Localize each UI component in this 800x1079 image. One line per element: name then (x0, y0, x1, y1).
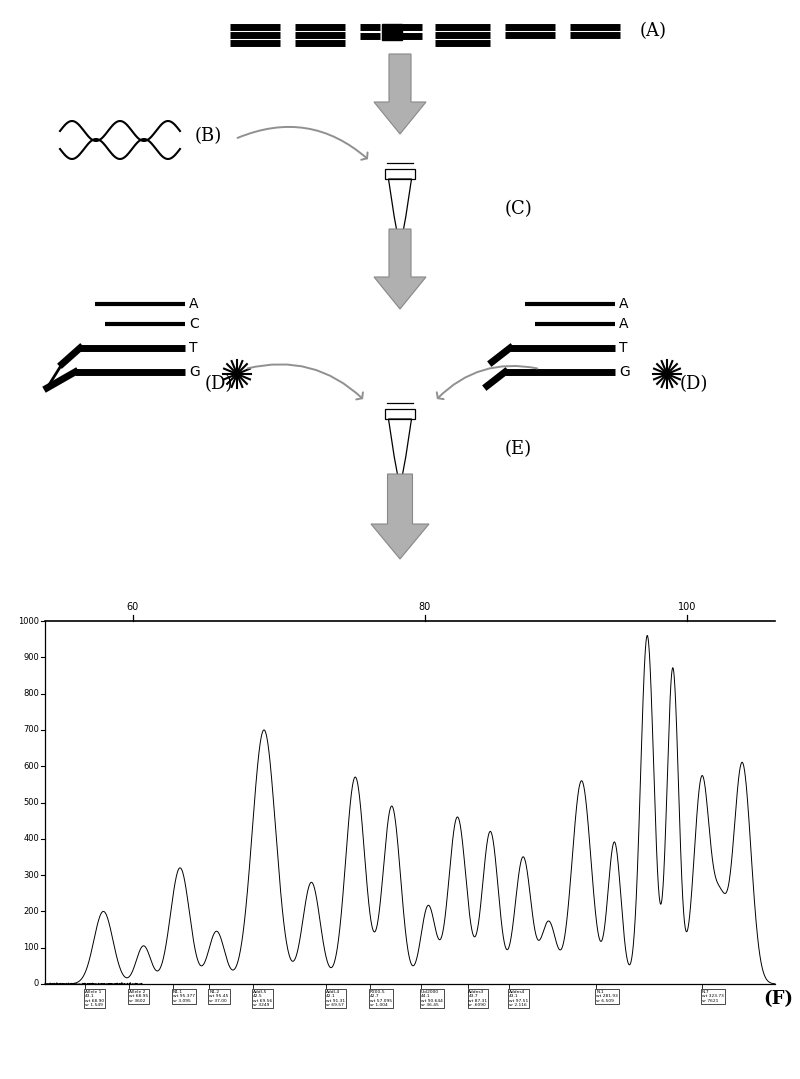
Text: Ubl2000
44.1
wt 90.644
sr 36.45: Ubl2000 44.1 wt 90.644 sr 36.45 (421, 991, 443, 1008)
Text: T: T (189, 341, 198, 355)
Text: 400: 400 (23, 834, 39, 844)
Text: Addl-5
42.5
wt 69.56
sr 3249: Addl-5 42.5 wt 69.56 sr 3249 (253, 991, 272, 1008)
Text: 0: 0 (34, 980, 39, 988)
Text: N-1
wt 281.93
sr 6.509: N-1 wt 281.93 sr 6.509 (596, 991, 618, 1002)
Text: Allele 1
43.1
wt 68.90
sr 1.549: Allele 1 43.1 wt 68.90 sr 1.549 (85, 991, 104, 1008)
Text: (A): (A) (640, 22, 667, 40)
Bar (382, 24, 402, 40)
Text: 200: 200 (23, 907, 39, 916)
Text: (B): (B) (195, 127, 222, 145)
Text: (D): (D) (680, 375, 708, 393)
Text: C: C (189, 317, 198, 331)
Text: A: A (619, 297, 629, 311)
Text: (F): (F) (763, 991, 793, 1008)
Text: N1.2
wt 95.45
sr 37.00: N1.2 wt 95.45 sr 37.00 (210, 991, 229, 1002)
Text: 900: 900 (23, 653, 39, 661)
Text: (E): (E) (505, 440, 532, 457)
Text: 1000: 1000 (18, 616, 39, 626)
Text: 500: 500 (23, 798, 39, 807)
Text: 100: 100 (678, 602, 697, 612)
Text: 700: 700 (23, 725, 39, 735)
FancyArrow shape (374, 54, 426, 134)
FancyArrow shape (371, 474, 429, 559)
Text: R200-5
42.7
wt 57.095
sr 1.004: R200-5 42.7 wt 57.095 sr 1.004 (370, 991, 392, 1008)
Text: 800: 800 (23, 689, 39, 698)
Text: Addns4
43.1
wt 97.51
sr 2.116: Addns4 43.1 wt 97.51 sr 2.116 (509, 991, 528, 1008)
Text: Addns3
43.7
wt 87.31
sr .6090: Addns3 43.7 wt 87.31 sr .6090 (469, 991, 487, 1008)
Text: Addl-4
42.1
wt 91.31
sr 69.57: Addl-4 42.1 wt 91.31 sr 69.57 (326, 991, 345, 1008)
Text: (D): (D) (205, 375, 234, 393)
FancyArrow shape (374, 229, 426, 309)
Text: 300: 300 (23, 871, 39, 879)
Text: N1.1
wt 95.377
sr 3.095: N1.1 wt 95.377 sr 3.095 (173, 991, 194, 1002)
Text: T: T (619, 341, 627, 355)
Text: (C): (C) (505, 200, 533, 218)
Text: N-7
wt 323.73
sr 7621: N-7 wt 323.73 sr 7621 (702, 991, 724, 1002)
Text: A: A (189, 297, 198, 311)
Text: 60: 60 (126, 602, 138, 612)
Text: G: G (619, 365, 630, 379)
Text: 80: 80 (418, 602, 430, 612)
Text: 100: 100 (23, 943, 39, 952)
Text: 600: 600 (23, 762, 39, 770)
Text: G: G (189, 365, 200, 379)
Text: Allele 2
wt 68.95
sr 3602: Allele 2 wt 68.95 sr 3602 (129, 991, 148, 1002)
Text: A: A (619, 317, 629, 331)
